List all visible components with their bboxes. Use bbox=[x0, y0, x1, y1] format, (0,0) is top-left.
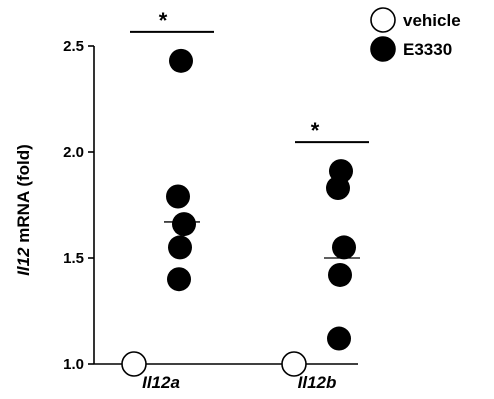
legend-label: E3330 bbox=[403, 40, 452, 59]
legend-label: vehicle bbox=[403, 11, 461, 30]
e3330-point bbox=[168, 235, 192, 260]
y-axis-title: Il12 mRNA (fold) bbox=[14, 144, 33, 276]
y-axis-title-rest: mRNA (fold) bbox=[14, 144, 33, 247]
y-tick-label: 2.5 bbox=[63, 38, 84, 55]
significance-star: * bbox=[159, 8, 168, 33]
e3330-point bbox=[327, 326, 351, 351]
e3330-point bbox=[172, 212, 196, 237]
vehicle-point bbox=[281, 351, 307, 377]
y-tick-label: 1.5 bbox=[63, 250, 84, 267]
e3330-point bbox=[332, 235, 356, 260]
axes: 1.0 1.5 2.0 2.5 Il12a Il12b bbox=[63, 38, 358, 392]
plot-marks: ** bbox=[121, 8, 369, 377]
e3330-point bbox=[328, 262, 352, 287]
y-tick-label: 2.0 bbox=[63, 144, 84, 161]
e3330-point bbox=[169, 48, 193, 73]
y-axis-title-gene: Il12 bbox=[14, 247, 33, 276]
x-category-label: Il12b bbox=[298, 373, 337, 392]
legend-marker-vehicle bbox=[370, 7, 396, 33]
significance-star: * bbox=[311, 118, 320, 143]
legend: vehicle E3330 bbox=[370, 7, 461, 62]
e3330-point bbox=[167, 267, 191, 292]
e3330-point bbox=[166, 184, 190, 209]
e3330-point bbox=[326, 176, 350, 201]
x-category-label: Il12a bbox=[142, 373, 180, 392]
vehicle-point bbox=[121, 351, 147, 377]
legend-marker-e3330 bbox=[370, 36, 396, 62]
y-tick-label: 1.0 bbox=[63, 356, 84, 373]
